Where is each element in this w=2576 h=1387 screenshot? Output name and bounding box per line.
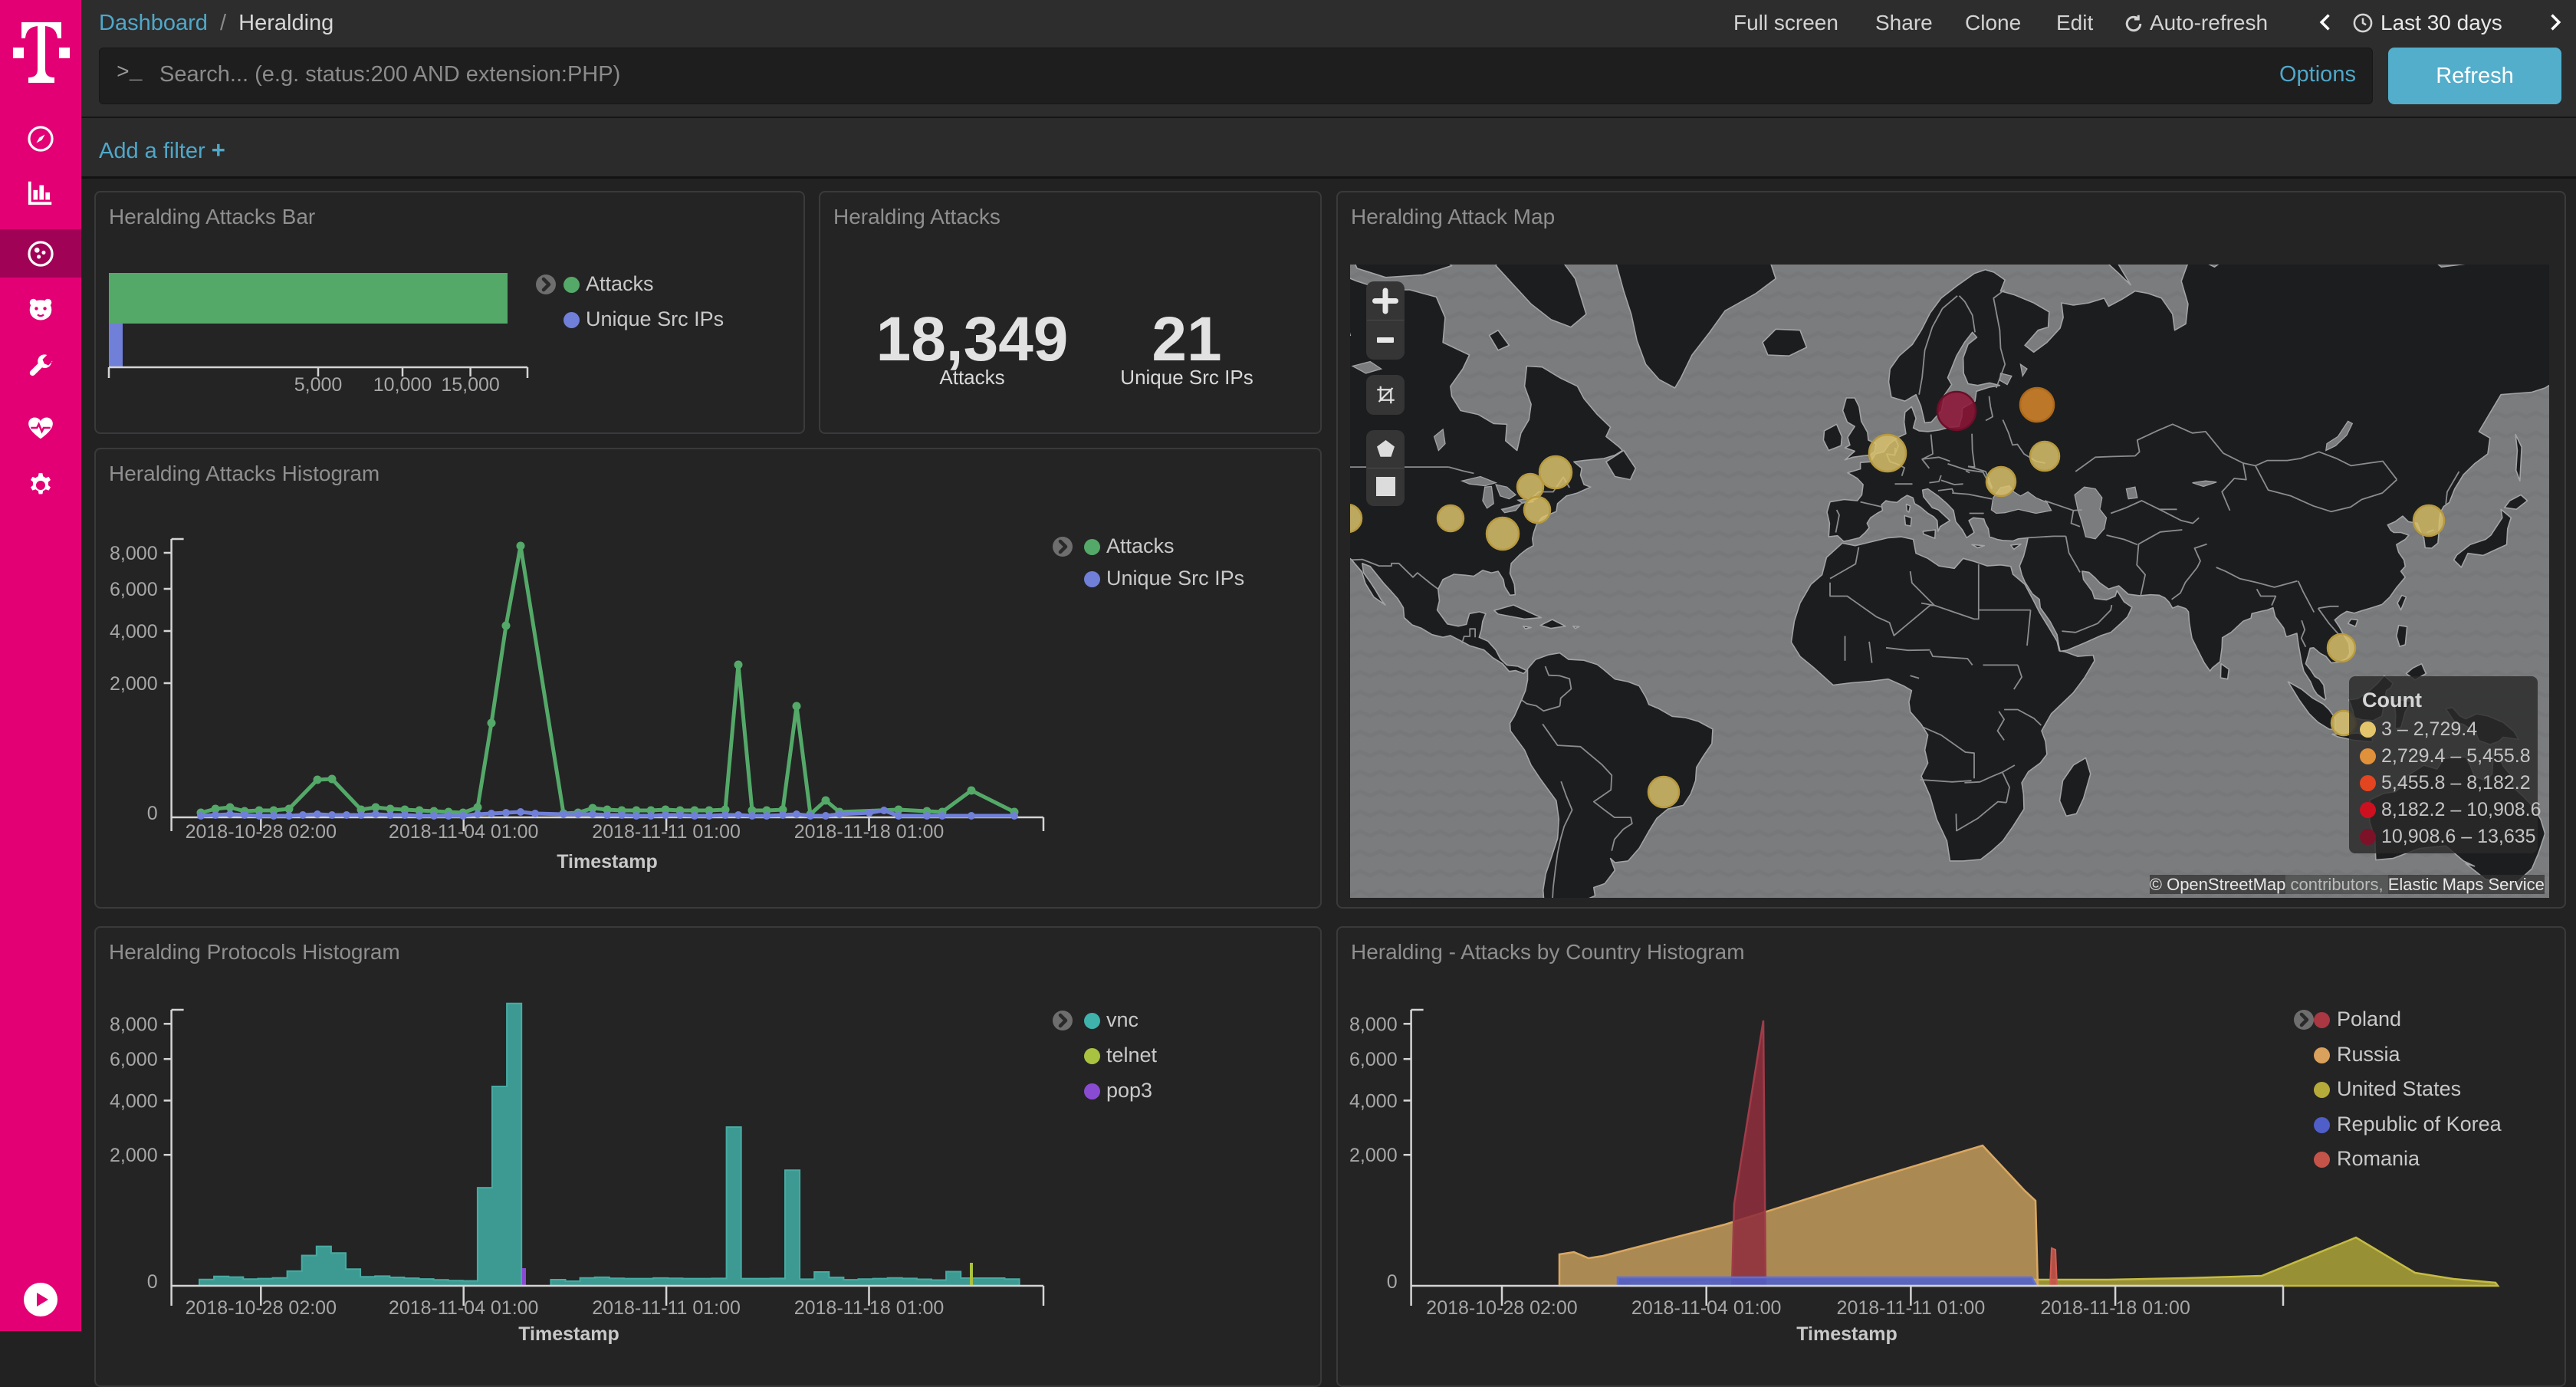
svg-text:0: 0 <box>1387 1271 1398 1293</box>
svg-text:2018-11-04 01:00: 2018-11-04 01:00 <box>389 1297 539 1319</box>
svg-text:2018-11-11 01:00: 2018-11-11 01:00 <box>592 821 741 843</box>
svg-text:4,000: 4,000 <box>1349 1090 1398 1112</box>
svg-text:2018-10-28 02:00: 2018-10-28 02:00 <box>186 821 337 843</box>
svg-text:10,000: 10,000 <box>373 374 432 396</box>
svg-text:4,000: 4,000 <box>110 1090 158 1112</box>
svg-text:2018-10-28 02:00: 2018-10-28 02:00 <box>186 1297 337 1319</box>
svg-text:6,000: 6,000 <box>1349 1049 1398 1070</box>
svg-text:2018-11-04 01:00: 2018-11-04 01:00 <box>1631 1297 1782 1319</box>
svg-text:2018-11-04 01:00: 2018-11-04 01:00 <box>389 821 539 843</box>
svg-text:8,000: 8,000 <box>110 1014 158 1035</box>
svg-text:5,000: 5,000 <box>294 374 343 396</box>
svg-text:2018-11-18 01:00: 2018-11-18 01:00 <box>794 1297 945 1319</box>
svg-text:2,000: 2,000 <box>110 673 158 695</box>
svg-text:0: 0 <box>147 803 158 824</box>
svg-text:15,000: 15,000 <box>441 374 499 396</box>
svg-text:2,000: 2,000 <box>110 1145 158 1166</box>
svg-text:8,000: 8,000 <box>110 543 158 564</box>
svg-text:Timestamp: Timestamp <box>557 851 658 873</box>
svg-text:8,000: 8,000 <box>1349 1014 1398 1035</box>
svg-text:2018-11-11 01:00: 2018-11-11 01:00 <box>1837 1297 1986 1319</box>
svg-text:2018-11-18 01:00: 2018-11-18 01:00 <box>2040 1297 2190 1319</box>
svg-text:2018-10-28 02:00: 2018-10-28 02:00 <box>1426 1297 1577 1319</box>
svg-text:4,000: 4,000 <box>110 621 158 643</box>
svg-text:2018-11-11 01:00: 2018-11-11 01:00 <box>592 1297 741 1319</box>
svg-text:2018-11-18 01:00: 2018-11-18 01:00 <box>794 821 945 843</box>
svg-text:2,000: 2,000 <box>1349 1145 1398 1166</box>
svg-text:0: 0 <box>147 1271 158 1293</box>
svg-text:6,000: 6,000 <box>110 579 158 600</box>
svg-text:6,000: 6,000 <box>110 1049 158 1070</box>
